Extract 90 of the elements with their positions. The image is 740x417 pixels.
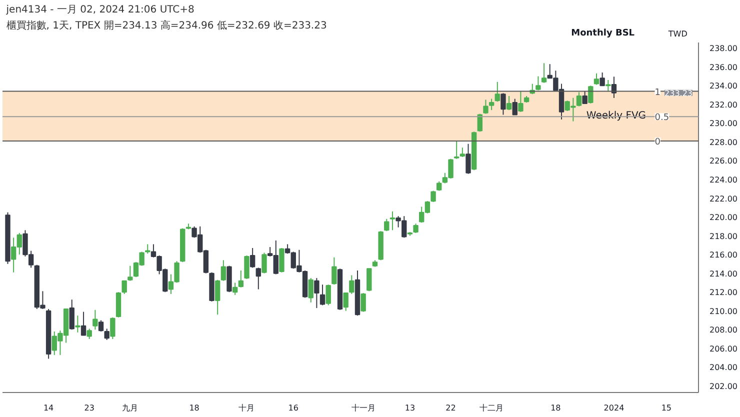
candlestick (92, 309, 98, 330)
y-tick-label: 218.00 (710, 232, 738, 241)
candlestick (116, 292, 122, 318)
candlestick (320, 284, 326, 306)
chart-subtitle: 櫃買指數, 1天, TPEX 開=234.13 高=234.96 低=232.69 收=233.23 (6, 20, 327, 32)
x-tick-label: 18 (189, 404, 200, 412)
candlestick (98, 320, 104, 332)
candlestick (104, 328, 110, 340)
x-tick-label: 十一月 (351, 404, 376, 412)
candlestick (110, 316, 116, 340)
candlestick (582, 90, 588, 104)
candlestick (494, 81, 500, 102)
candlestick (460, 147, 466, 158)
candlestick (128, 265, 133, 282)
candlestick (390, 210, 396, 231)
candlestick (75, 315, 80, 333)
x-tick-label: 15 (661, 404, 672, 412)
candlestick (220, 260, 226, 282)
y-tick-label: 210.00 (710, 306, 738, 316)
candlestick (314, 278, 320, 309)
y-tick-label: 228.00 (710, 138, 738, 147)
candlestick (332, 256, 337, 286)
candlestick (279, 247, 284, 273)
y-tick-label: 236.00 (710, 62, 738, 72)
x-tick-label: 十二月 (480, 404, 504, 412)
y-tick-label: 222.00 (710, 194, 738, 204)
x-tick-label: 十月 (238, 404, 255, 412)
candlestick (349, 274, 354, 294)
candlestick (600, 72, 605, 86)
candlestick (454, 140, 460, 160)
y-tick-label: 238.00 (710, 44, 738, 54)
candlestick (343, 292, 348, 312)
candlestick (541, 62, 547, 84)
candlestick (308, 278, 314, 303)
y-axis-title: TWD (667, 30, 688, 38)
candlestick (232, 282, 238, 296)
y-tick-label: 202.00 (710, 382, 738, 391)
candlestick (214, 279, 220, 316)
chart-title: jen4134 - 一月 02, 2024 21:06 UTC+8 (5, 4, 194, 16)
candlestick (436, 180, 442, 192)
candlestick (326, 284, 331, 306)
candlestick (80, 311, 86, 336)
candlestick (69, 299, 74, 330)
candlestick (512, 98, 518, 116)
candlestick (576, 92, 582, 107)
candlestick (384, 218, 390, 232)
candlestick (413, 223, 418, 234)
y-tick-label: 234.00 (710, 82, 738, 91)
candlestick (122, 280, 127, 294)
y-tick-label: 224.00 (710, 175, 738, 184)
annotation: 233.23 (664, 88, 693, 98)
x-tick-label: 14 (43, 404, 54, 412)
y-tick-label: 232.00 (710, 100, 738, 110)
candlestick (483, 99, 488, 114)
x-tick-label: 18 (550, 404, 561, 412)
candlestick (244, 255, 250, 280)
candlestick (506, 95, 512, 111)
candlestick (250, 247, 256, 268)
y-tick-label: 212.00 (710, 288, 738, 298)
y-tick-label: 230.00 (710, 119, 738, 128)
x-tick-label: 2024 (604, 404, 624, 412)
candlestick (86, 328, 92, 340)
y-tick-label: 226.00 (710, 156, 738, 166)
candlestick (238, 270, 244, 288)
candlestick (262, 252, 267, 274)
annotation: 1 (654, 88, 661, 98)
candlestick (256, 267, 261, 290)
x-tick-label: 23 (84, 404, 94, 412)
x-tick-label: 九月 (122, 404, 138, 412)
candlestick (360, 292, 366, 312)
x-tick-label: 13 (404, 404, 416, 412)
y-tick-label: 208.00 (710, 326, 738, 335)
x-tick-label: 16 (288, 404, 298, 412)
candlestick (488, 98, 494, 111)
annotation: 0 (654, 138, 661, 148)
y-tick-label: 206.00 (710, 344, 738, 354)
candlestick (536, 76, 541, 91)
candlestick (466, 143, 471, 174)
candlestick (588, 85, 594, 104)
y-tick-label: 216.00 (710, 250, 738, 260)
annotation: 0.5 (654, 113, 670, 124)
candlestick (366, 268, 372, 292)
y-tick-label: 220.00 (710, 213, 738, 222)
candlestick (606, 80, 611, 92)
text: Monthly BSL (571, 28, 635, 38)
candlestick (500, 92, 506, 116)
x-tick-label: 22 (446, 404, 456, 412)
y-tick-label: 214.00 (710, 269, 738, 278)
candlestick (518, 90, 524, 112)
y-tick-label: 204.00 (710, 363, 738, 372)
